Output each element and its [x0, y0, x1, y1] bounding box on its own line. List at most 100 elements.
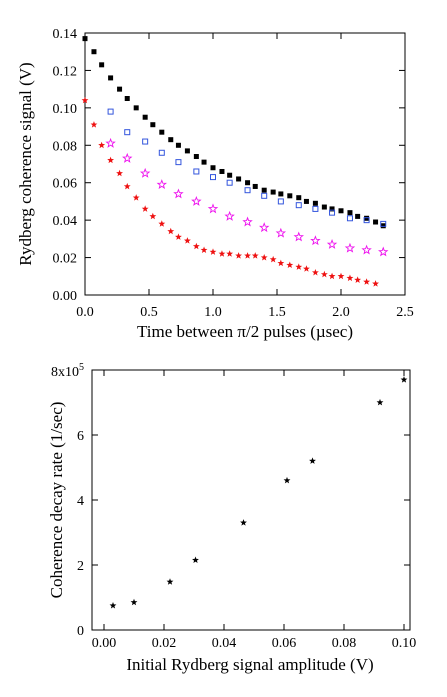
- bottom-y-top-mantissa: 8x10: [51, 365, 79, 380]
- data-point-marker: [346, 215, 353, 222]
- data-point-marker: [158, 149, 165, 156]
- data-point-marker: [200, 246, 208, 253]
- y-tick-label: 0: [77, 624, 84, 639]
- data-point-marker: [109, 602, 117, 609]
- data-point-marker: [252, 183, 258, 189]
- y-tick-label: 0.04: [53, 214, 78, 229]
- y-tick-label: 0.02: [53, 252, 78, 267]
- data-point-marker: [175, 233, 182, 240]
- data-point-marker: [175, 142, 181, 148]
- data-point-marker: [210, 174, 216, 181]
- y-tick-label: 0.10: [53, 102, 78, 117]
- x-tick-label: 1.5: [268, 305, 286, 320]
- data-point-marker: [117, 86, 123, 92]
- data-point-marker: [277, 198, 284, 205]
- data-point-marker: [311, 268, 319, 276]
- data-point-marker: [380, 223, 386, 229]
- data-point-marker: [337, 272, 345, 280]
- data-point-marker: [287, 193, 293, 199]
- data-point-marker: [309, 457, 316, 464]
- data-point-marker: [344, 242, 356, 253]
- data-point-marker: [295, 263, 303, 270]
- data-point-marker: [329, 206, 335, 212]
- y-tick-label: 0.06: [53, 177, 78, 192]
- data-point-marker: [270, 189, 276, 195]
- data-point-marker: [227, 172, 233, 178]
- data-point-marker: [130, 598, 138, 606]
- data-point-marker: [244, 187, 251, 194]
- data-point-marker: [122, 152, 133, 163]
- data-point-marker: [166, 578, 174, 585]
- x-tick-label: 0.0: [76, 305, 94, 320]
- data-point-marker: [207, 203, 219, 214]
- data-point-marker: [310, 235, 321, 246]
- top-y-axis-label: Rydberg coherence signal (V): [16, 62, 35, 265]
- data-point-marker: [355, 213, 361, 219]
- y-tick-label: 0.08: [53, 139, 78, 154]
- data-point-marker: [81, 96, 89, 104]
- data-point-marker: [283, 476, 291, 484]
- data-point-marker: [354, 276, 362, 283]
- data-point-marker: [183, 237, 191, 244]
- x-tick-label: 0.00: [92, 636, 117, 651]
- data-point-marker: [105, 137, 116, 148]
- data-point-marker: [123, 182, 131, 190]
- data-point-marker: [98, 141, 106, 149]
- data-point-marker: [158, 220, 166, 227]
- y-tick-label: 2: [77, 559, 84, 574]
- data-point-marker: [90, 121, 98, 128]
- data-point-marker: [240, 519, 247, 526]
- x-tick-label: 0.02: [152, 636, 177, 651]
- bottom-y-axis-label: Coherence decay rate (1/sec): [47, 402, 66, 599]
- data-point-marker: [191, 195, 202, 206]
- data-point-marker: [226, 250, 234, 257]
- y-tick-label: 4: [77, 494, 84, 509]
- data-point-marker: [361, 244, 372, 255]
- data-point-marker: [175, 159, 182, 166]
- data-point-marker: [400, 376, 408, 383]
- data-point-marker: [261, 192, 268, 199]
- data-point-marker: [142, 114, 148, 120]
- x-tick-label: 2.0: [332, 305, 350, 320]
- data-point-marker: [328, 272, 336, 280]
- data-point-marker: [338, 208, 344, 214]
- top-plot-frame: [84, 32, 406, 296]
- data-point-marker: [124, 129, 131, 136]
- bottom-chart: 0.00 0.02 0.04 0.06 0.08 0.10 0 2 4 6 Initial Ryd…: [47, 362, 416, 674]
- data-point-marker: [224, 210, 235, 221]
- bottom-plot-frame: [91, 369, 411, 631]
- y-tick-label: 0.12: [53, 64, 78, 79]
- x-tick-label: 0.5: [140, 305, 158, 320]
- data-point-marker: [347, 210, 353, 216]
- data-point-marker: [168, 137, 174, 143]
- x-tick-label: 0.06: [272, 636, 297, 651]
- y-tick-label: 0.00: [53, 289, 78, 304]
- series-1: [107, 108, 387, 227]
- data-point-marker: [91, 49, 97, 55]
- data-point-marker: [312, 205, 319, 212]
- data-point-marker: [159, 129, 165, 135]
- data-point-marker: [192, 556, 199, 564]
- series-3: [81, 96, 379, 287]
- data-point-marker: [261, 187, 267, 193]
- data-point-marker: [269, 255, 277, 263]
- data-point-marker: [244, 252, 251, 259]
- x-tick-label: 2.5: [396, 305, 414, 320]
- x-tick-label: 0.04: [212, 636, 237, 651]
- data-point-marker: [258, 222, 270, 233]
- top-x-axis-label: Time between π/2 pulses (µsec): [137, 322, 353, 341]
- data-point-marker: [303, 198, 309, 204]
- bottom-x-axis-label: Initial Rydberg signal amplitude (V): [126, 655, 373, 674]
- x-tick-label: 0.08: [332, 636, 357, 651]
- data-point-marker: [293, 231, 304, 242]
- data-point-marker: [132, 194, 140, 201]
- data-point-marker: [193, 154, 199, 160]
- data-point-marker: [141, 205, 149, 212]
- data-point-marker: [372, 280, 379, 287]
- data-point-marker: [192, 242, 200, 250]
- data-point-marker: [278, 191, 284, 197]
- data-point-marker: [376, 398, 384, 406]
- data-point-marker: [209, 248, 217, 255]
- data-point-marker: [363, 278, 371, 285]
- data-point-marker: [133, 105, 139, 111]
